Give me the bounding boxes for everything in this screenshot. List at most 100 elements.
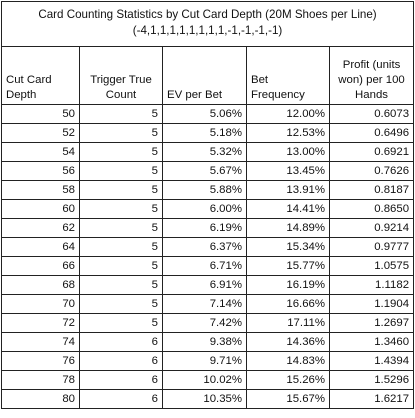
profit-cell: 1.0575 xyxy=(328,256,415,276)
bet-frequency-cell: 16.66% xyxy=(246,294,330,314)
table-row: 52 5 5.18% 12.53% 0.6496 xyxy=(1,123,415,143)
bet-frequency-cell: 14.41% xyxy=(246,199,330,219)
profit-cell: 0.6073 xyxy=(328,104,415,124)
table-row: 74 6 9.38% 14.36% 1.3460 xyxy=(1,332,415,352)
table-row: 76 6 9.71% 14.83% 1.4394 xyxy=(1,351,415,371)
trigger-true-count-cell: 5 xyxy=(79,237,163,257)
cut-card-depth-cell: 58 xyxy=(1,180,80,200)
ev-per-bet-cell: 6.91% xyxy=(162,275,247,295)
cut-card-depth-cell: 66 xyxy=(1,256,80,276)
profit-cell: 0.9777 xyxy=(328,237,415,257)
table-row: 50 5 5.06% 12.00% 0.6073 xyxy=(1,104,415,124)
trigger-true-count-cell: 5 xyxy=(79,313,163,333)
header-ev-per-bet: EV per Bet xyxy=(162,46,247,105)
table-title: Card Counting Statistics by Cut Card Dep… xyxy=(0,1,415,47)
table-row: 64 5 6.37% 15.34% 0.9777 xyxy=(1,237,415,257)
trigger-true-count-cell: 5 xyxy=(79,218,163,238)
bet-frequency-cell: 15.67% xyxy=(246,389,330,409)
profit-cell: 0.6496 xyxy=(328,123,415,143)
table-row: 62 5 6.19% 14.89% 0.9214 xyxy=(1,218,415,238)
cut-card-depth-cell: 64 xyxy=(1,237,80,257)
table-row: 66 5 6.71% 15.77% 1.0575 xyxy=(1,256,415,276)
profit-cell: 1.4394 xyxy=(328,351,415,371)
ev-per-bet-cell: 5.67% xyxy=(162,161,247,181)
bet-frequency-cell: 13.00% xyxy=(246,142,330,162)
ev-per-bet-cell: 10.02% xyxy=(162,370,247,390)
ev-per-bet-cell: 9.71% xyxy=(162,351,247,371)
bet-frequency-cell: 15.34% xyxy=(246,237,330,257)
cut-card-depth-cell: 54 xyxy=(1,142,80,162)
trigger-true-count-cell: 5 xyxy=(79,142,163,162)
table-row: 58 5 5.88% 13.91% 0.8187 xyxy=(1,180,415,200)
table-row: 70 5 7.14% 16.66% 1.1904 xyxy=(1,294,415,314)
table-row: 68 5 6.91% 16.19% 1.1182 xyxy=(1,275,415,295)
trigger-true-count-cell: 5 xyxy=(79,275,163,295)
cut-card-depth-cell: 72 xyxy=(1,313,80,333)
profit-cell: 1.6217 xyxy=(328,389,415,409)
trigger-true-count-cell: 5 xyxy=(79,123,163,143)
bet-frequency-cell: 15.26% xyxy=(246,370,330,390)
ev-per-bet-cell: 7.14% xyxy=(162,294,247,314)
profit-cell: 1.1904 xyxy=(328,294,415,314)
bet-frequency-cell: 13.45% xyxy=(246,161,330,181)
trigger-true-count-cell: 6 xyxy=(79,370,163,390)
cut-card-depth-cell: 62 xyxy=(1,218,80,238)
cut-card-depth-cell: 70 xyxy=(1,294,80,314)
profit-cell: 0.6921 xyxy=(328,142,415,162)
profit-cell: 1.2697 xyxy=(328,313,415,333)
ev-per-bet-cell: 5.06% xyxy=(162,104,247,124)
ev-per-bet-cell: 5.32% xyxy=(162,142,247,162)
ev-per-bet-cell: 5.88% xyxy=(162,180,247,200)
bet-frequency-cell: 17.11% xyxy=(246,313,330,333)
ev-per-bet-cell: 7.42% xyxy=(162,313,247,333)
cut-card-depth-cell: 56 xyxy=(1,161,80,181)
cut-card-depth-cell: 52 xyxy=(1,123,80,143)
bet-frequency-cell: 14.83% xyxy=(246,351,330,371)
trigger-true-count-cell: 6 xyxy=(79,351,163,371)
header-bet-frequency: Bet Frequency xyxy=(246,46,330,105)
title-line-2: (-4,1,1,1,1,1,1,1,1,-1,-1,-1,-1) xyxy=(132,24,283,37)
bet-frequency-cell: 16.19% xyxy=(246,275,330,295)
table-row: 60 5 6.00% 14.41% 0.8650 xyxy=(1,199,415,219)
profit-cell: 0.8650 xyxy=(328,199,415,219)
bet-frequency-cell: 13.91% xyxy=(246,180,330,200)
cut-card-depth-cell: 80 xyxy=(1,389,80,409)
bet-frequency-cell: 12.53% xyxy=(246,123,330,143)
cut-card-depth-cell: 60 xyxy=(1,199,80,219)
bet-frequency-cell: 15.77% xyxy=(246,256,330,276)
profit-cell: 0.7626 xyxy=(328,161,415,181)
ev-per-bet-cell: 10.35% xyxy=(162,389,247,409)
trigger-true-count-cell: 5 xyxy=(79,161,163,181)
profit-cell: 1.3460 xyxy=(328,332,415,352)
profit-cell: 1.1182 xyxy=(328,275,415,295)
header-trigger-true-count: Trigger True Count xyxy=(79,46,163,105)
table-row: 54 5 5.32% 13.00% 0.6921 xyxy=(1,142,415,162)
title-row: Card Counting Statistics by Cut Card Dep… xyxy=(0,1,415,47)
ev-per-bet-cell: 6.37% xyxy=(162,237,247,257)
ev-per-bet-cell: 6.71% xyxy=(162,256,247,276)
table-body: 50 5 5.06% 12.00% 0.6073 52 5 5.18% 12.53% 0.6496… xyxy=(1,104,415,409)
cut-card-depth-cell: 74 xyxy=(1,332,80,352)
trigger-true-count-cell: 5 xyxy=(79,294,163,314)
ev-per-bet-cell: 9.38% xyxy=(162,332,247,352)
table-row: 72 5 7.42% 17.11% 1.2697 xyxy=(1,313,415,333)
bet-frequency-cell: 14.89% xyxy=(246,218,330,238)
table-row: 56 5 5.67% 13.45% 0.7626 xyxy=(1,161,415,181)
header-profit-per-100-hands: Profit (units won) per 100 Hands xyxy=(328,46,415,105)
cut-card-depth-cell: 78 xyxy=(1,370,80,390)
profit-cell: 0.8187 xyxy=(328,180,415,200)
trigger-true-count-cell: 5 xyxy=(79,199,163,219)
trigger-true-count-cell: 5 xyxy=(79,256,163,276)
profit-cell: 0.9214 xyxy=(328,218,415,238)
trigger-true-count-cell: 5 xyxy=(79,180,163,200)
stats-sheet: Card Counting Statistics by Cut Card Dep… xyxy=(0,1,415,409)
profit-cell: 1.5296 xyxy=(328,370,415,390)
trigger-true-count-cell: 5 xyxy=(79,104,163,124)
table-row: 78 6 10.02% 15.26% 1.5296 xyxy=(1,370,415,390)
table-row: 80 6 10.35% 15.67% 1.6217 xyxy=(1,389,415,409)
ev-per-bet-cell: 6.19% xyxy=(162,218,247,238)
title-line-1: Card Counting Statistics by Cut Card Dep… xyxy=(38,8,377,21)
cut-card-depth-cell: 68 xyxy=(1,275,80,295)
ev-per-bet-cell: 5.18% xyxy=(162,123,247,143)
cut-card-depth-cell: 50 xyxy=(1,104,80,124)
